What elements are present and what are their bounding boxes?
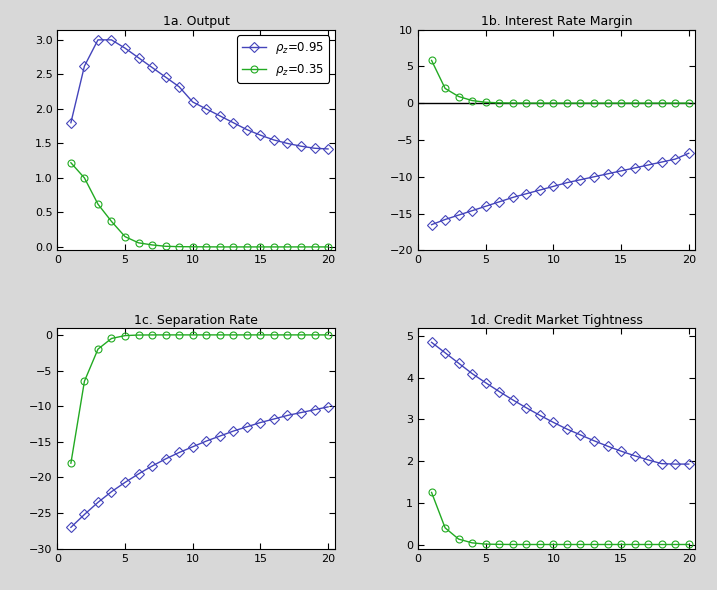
Title: 1d. Credit Market Tightness: 1d. Credit Market Tightness — [470, 314, 643, 327]
Title: 1c. Separation Rate: 1c. Separation Rate — [134, 314, 258, 327]
Title: 1b. Interest Rate Margin: 1b. Interest Rate Margin — [481, 15, 632, 28]
Legend: $\rho_z$=0.95, $\rho_z$=0.35: $\rho_z$=0.95, $\rho_z$=0.35 — [237, 35, 329, 83]
Title: 1a. Output: 1a. Output — [163, 15, 229, 28]
